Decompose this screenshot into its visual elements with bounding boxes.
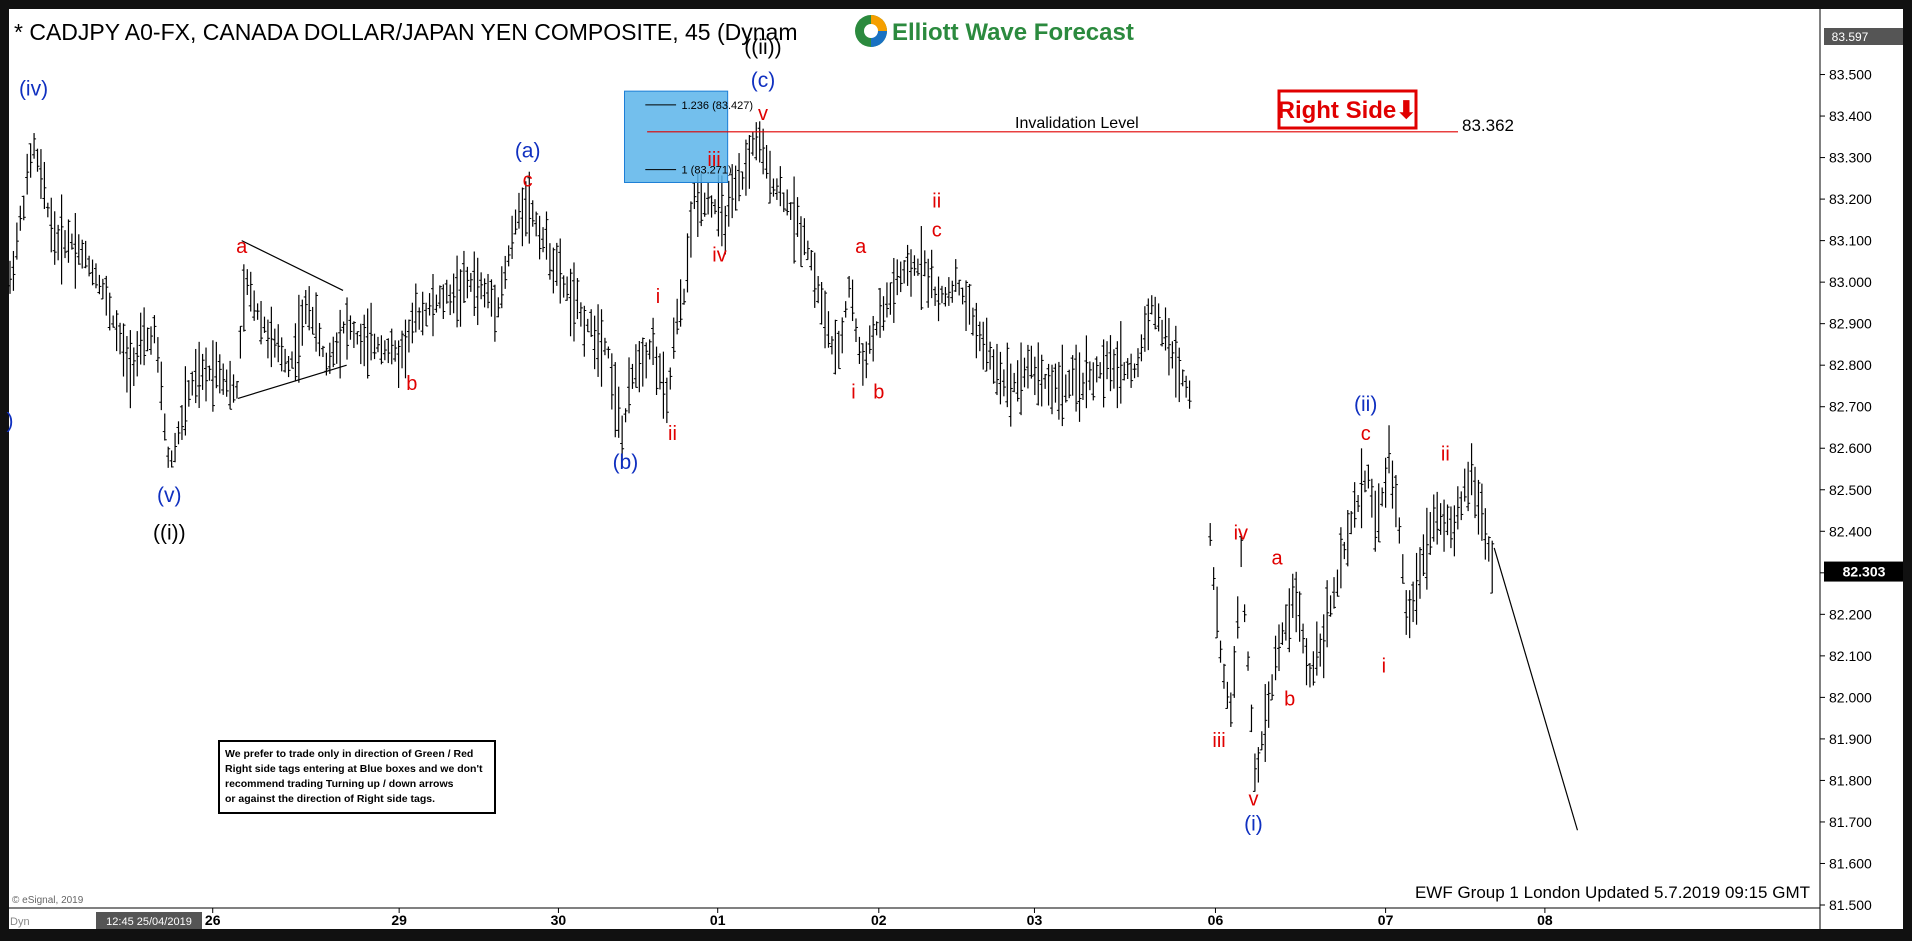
wave-label: ii: [668, 423, 677, 445]
wave-label: i: [851, 381, 855, 403]
wave-label: i: [1382, 655, 1386, 677]
fib-lower-label: 1 (83.271): [682, 165, 732, 177]
y-tick-label: 82.900: [1829, 316, 1872, 332]
note-line-1: We prefer to trade only in direction of …: [225, 748, 473, 760]
y-tick-label: 81.500: [1829, 897, 1872, 913]
y-tick-label: 83.500: [1829, 67, 1872, 83]
wave-label: a: [236, 236, 248, 258]
wave-label: iv: [1234, 523, 1248, 545]
y-tick-label: 81.600: [1829, 855, 1872, 871]
wave-label: (b): [613, 451, 639, 474]
note-line-4: or against the direction of Right side t…: [225, 793, 435, 805]
projection-down-line: [1493, 547, 1579, 831]
y-tick-label: 83.100: [1829, 233, 1872, 249]
x-tick-label: 30: [551, 912, 567, 928]
brand-name: Elliott Wave Forecast: [892, 19, 1134, 46]
start-stamp: 12:45 25/04/2019: [106, 916, 192, 928]
x-tick-label: 29: [391, 912, 407, 928]
wave-label: a: [855, 236, 867, 258]
x-tick-label: 03: [1027, 912, 1043, 928]
wave-label: iv: [712, 244, 726, 266]
y-tick-label: 81.700: [1829, 814, 1872, 830]
y-tick-label: 83.000: [1829, 274, 1872, 290]
right-side-tag: Right Side⬇: [1277, 89, 1418, 130]
invalidation-value: 83.362: [1462, 116, 1514, 135]
top-price-tag: 83.597: [1824, 28, 1903, 45]
right-side-tag-text: Right Side⬇: [1278, 97, 1417, 124]
projection-line: [1493, 547, 1579, 831]
last-price-tag-text: 82.303: [1843, 564, 1886, 580]
last-price-tag: 82.303: [1824, 561, 1903, 582]
wave-label: (a): [515, 140, 541, 163]
fib-box-rect: [623, 90, 729, 183]
wave-label: ii: [932, 190, 941, 212]
x-axis: 26 29 30 01 02 03 06 07 08: [205, 908, 1553, 928]
wave-label: v: [1248, 788, 1258, 810]
wave-label: (i): [1244, 812, 1263, 835]
x-tick-label: 08: [1537, 912, 1553, 928]
note-line-3: recommend trading Turning up / down arro…: [225, 778, 454, 790]
wave-label: ((i)): [153, 522, 186, 545]
wave-label: (c): [751, 69, 776, 92]
y-tick-label: 83.400: [1829, 108, 1872, 124]
y-tick-label: 82.400: [1829, 523, 1872, 539]
x-tick-label: 07: [1378, 912, 1394, 928]
wave-labels: (iv))(v)((i))ab(a)c(b)iiiiiiiv((ii))(c)v…: [7, 36, 1450, 835]
wave-label: i: [656, 286, 660, 308]
wave-label: iii: [1212, 730, 1225, 752]
chart-title: * CADJPY A0-FX, CANADA DOLLAR/JAPAN YEN …: [14, 19, 798, 45]
wave-label: c: [523, 170, 533, 192]
y-tick-label: 82.000: [1829, 689, 1872, 705]
price-bars: [8, 121, 1495, 792]
invalidation-label: Invalidation Level: [1015, 115, 1139, 132]
triangle-pattern: [237, 240, 347, 399]
x-tick-label: 26: [205, 912, 221, 928]
note-line-2: Right side tags entering at Blue boxes a…: [225, 763, 483, 775]
wave-label: c: [932, 219, 942, 241]
wave-label: ii: [1441, 444, 1450, 466]
y-tick-label: 83.300: [1829, 150, 1872, 166]
wave-label: v: [758, 103, 768, 125]
triangle-upper-line: [241, 240, 344, 291]
fib-upper-label: 1.236 (83.427): [682, 100, 754, 112]
wave-label: iii: [707, 149, 720, 171]
wave-label: b: [1284, 689, 1295, 711]
wave-label: b: [406, 373, 417, 395]
top-price-tag-text: 83.597: [1832, 30, 1869, 44]
y-tick-label: 82.200: [1829, 606, 1872, 622]
copyright: © eSignal, 2019: [12, 895, 84, 906]
y-tick-label: 82.800: [1829, 357, 1872, 373]
start-stamp-bg: [96, 912, 202, 929]
logo: [855, 15, 887, 47]
wave-label: a: [1271, 548, 1283, 570]
fib-box: 1.236 (83.427) 1 (83.271): [623, 90, 1458, 183]
wave-label: ((ii)): [744, 36, 781, 59]
wave-label: ): [7, 409, 14, 432]
y-tick-label: 83.200: [1829, 191, 1872, 207]
wave-label: (v): [157, 484, 182, 507]
wave-label: b: [873, 381, 884, 403]
y-tick-label: 82.100: [1829, 648, 1872, 664]
y-tick-label: 82.700: [1829, 399, 1872, 415]
bottom-strip: [9, 906, 1903, 929]
x-tick-label: 02: [871, 912, 887, 928]
y-tick-label: 82.600: [1829, 440, 1872, 456]
y-tick-label: 81.800: [1829, 772, 1872, 788]
x-tick-label: 01: [710, 912, 726, 928]
triangle-lower-line: [237, 364, 347, 399]
updated-footer: EWF Group 1 London Updated 5.7.2019 09:1…: [1415, 883, 1810, 902]
wave-label: (ii): [1354, 393, 1377, 416]
dyn-label: Dyn: [10, 916, 30, 928]
note-box: We prefer to trade only in direction of …: [218, 740, 496, 814]
wave-label: (iv): [19, 77, 48, 100]
y-tick-label: 81.900: [1829, 731, 1872, 747]
wave-label: c: [1361, 423, 1371, 445]
x-tick-label: 06: [1208, 912, 1224, 928]
y-tick-label: 82.500: [1829, 482, 1872, 498]
